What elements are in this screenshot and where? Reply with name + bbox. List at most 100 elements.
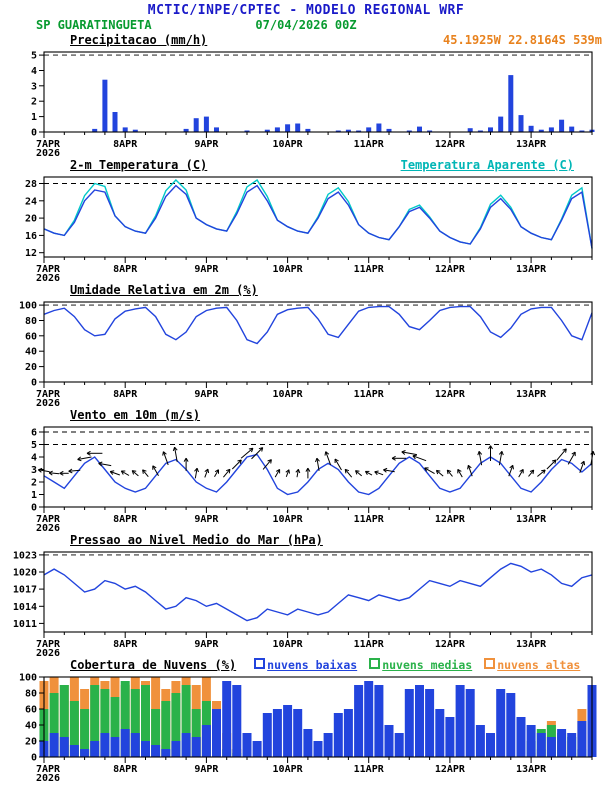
svg-text:24: 24 [25,196,37,207]
panel-clouds: Cobertura de Nuvens (%) nuvens baixas nu… [0,658,612,783]
svg-text:11APR: 11APR [354,514,385,525]
precipitation-title-row: Precipitacao (mm/h) 45.1925W 22.8164S 53… [0,33,612,48]
svg-text:2026: 2026 [36,773,60,783]
svg-text:12APR: 12APR [435,764,466,775]
humidity-title: Umidade Relativa em 2m (%) [70,283,258,297]
svg-text:13APR: 13APR [516,264,547,275]
low-clouds-label: nuvens baixas [267,658,358,672]
svg-text:100: 100 [19,301,37,312]
station-name: SP GUARATINGUETA [36,18,152,32]
mid-clouds-label: nuvens medias [382,658,473,672]
station-coordinates: 45.1925W 22.8164S 539m [443,33,602,47]
humidity-title-row: Umidade Relativa em 2m (%) [0,283,612,298]
svg-text:8APR: 8APR [113,514,138,525]
legend-high-clouds: nuvens altas [484,658,580,672]
svg-text:5: 5 [31,51,37,62]
svg-text:0: 0 [31,128,37,139]
svg-text:11APR: 11APR [354,264,385,275]
svg-text:11APR: 11APR [354,389,385,400]
clouds-title: Cobertura de Nuvens (%) [70,658,237,672]
svg-text:5: 5 [31,440,37,451]
svg-text:1014: 1014 [13,602,37,613]
svg-text:12: 12 [25,248,37,259]
svg-text:12APR: 12APR [435,639,466,650]
svg-text:10APR: 10APR [273,764,304,775]
svg-text:12APR: 12APR [435,264,466,275]
svg-text:0: 0 [31,753,37,764]
svg-text:7APR: 7APR [36,514,61,525]
svg-text:2: 2 [31,97,37,108]
svg-text:2026: 2026 [36,523,60,533]
page-title: MCTIC/INPE/CPTEC - MODELO REGIONAL WRF [147,3,465,18]
svg-text:9APR: 9APR [194,639,219,650]
svg-text:10APR: 10APR [273,389,304,400]
svg-text:0: 0 [31,503,37,514]
clouds-title-row: Cobertura de Nuvens (%) nuvens baixas nu… [0,658,612,673]
pressure-title-row: Pressao ao Nivel Medio do Mar (hPa) [0,533,612,548]
svg-text:40: 40 [25,721,37,732]
header-row: SP GUARATINGUETA 07/04/2026 00Z [0,18,612,33]
svg-text:20: 20 [25,214,37,225]
svg-text:1023: 1023 [13,550,37,561]
svg-text:12APR: 12APR [435,139,466,150]
svg-text:7APR: 7APR [36,264,61,275]
apparent-temperature-legend: Temperatura Aparente (C) [400,158,574,172]
svg-text:60: 60 [25,705,37,716]
svg-text:7APR: 7APR [36,639,61,650]
svg-text:13APR: 13APR [516,514,547,525]
svg-text:13APR: 13APR [516,139,547,150]
svg-text:2026: 2026 [36,648,60,658]
svg-text:7APR: 7APR [36,389,61,400]
svg-text:80: 80 [25,316,37,327]
svg-text:1020: 1020 [13,568,37,579]
svg-text:13APR: 13APR [516,389,547,400]
wind-title-row: Vento em 10m (m/s) [0,408,612,423]
panel-humidity: Umidade Relativa em 2m (%) 0 20 40 60 80 100 7… [0,283,612,408]
svg-text:7APR: 7APR [36,764,61,775]
svg-text:9APR: 9APR [194,514,219,525]
svg-text:9APR: 9APR [194,389,219,400]
temperature-title-row: 2-m Temperatura (C) Temperatura Aparente… [0,158,612,173]
svg-text:4: 4 [31,66,37,77]
temperature-title: 2-m Temperatura (C) [70,158,208,172]
high-clouds-swatch-icon [484,658,496,669]
svg-text:8APR: 8APR [113,764,138,775]
svg-text:40: 40 [25,347,37,358]
clouds-legend: nuvens baixas nuvens medias nuvens altas [254,658,580,672]
svg-text:11APR: 11APR [354,139,385,150]
svg-text:0: 0 [31,378,37,389]
panel-pressure: Pressao ao Nivel Medio do Mar (hPa) 1011… [0,533,612,658]
svg-text:8APR: 8APR [113,264,138,275]
svg-text:2026: 2026 [36,398,60,408]
panel-temperature: 2-m Temperatura (C) Temperatura Aparente… [0,158,612,283]
svg-text:4: 4 [31,453,37,464]
wind-title: Vento em 10m (m/s) [70,408,201,422]
pressure-title: Pressao ao Nivel Medio do Mar (hPa) [70,533,323,547]
svg-text:10APR: 10APR [273,514,304,525]
svg-text:12APR: 12APR [435,389,466,400]
svg-text:28: 28 [25,179,37,190]
low-clouds-swatch-icon [254,658,266,669]
svg-text:2026: 2026 [36,148,60,158]
mid-clouds-swatch-icon [369,658,381,669]
svg-text:10APR: 10APR [273,139,304,150]
svg-text:1: 1 [31,112,37,123]
svg-text:13APR: 13APR [516,639,547,650]
panel-precipitation: Precipitacao (mm/h) 45.1925W 22.8164S 53… [0,33,612,158]
run-datetime: 07/04/2026 00Z [255,18,357,32]
svg-text:8APR: 8APR [113,389,138,400]
svg-text:2026: 2026 [36,273,60,283]
panel-wind: Vento em 10m (m/s) 0 1 2 3 4 5 6 7APR 2026 8APR 9A… [0,408,612,533]
high-clouds-label: nuvens altas [497,658,581,672]
svg-text:3: 3 [31,81,37,92]
legend-low-clouds: nuvens baixas [254,658,357,672]
svg-text:9APR: 9APR [194,764,219,775]
precipitation-title: Precipitacao (mm/h) [70,33,208,47]
